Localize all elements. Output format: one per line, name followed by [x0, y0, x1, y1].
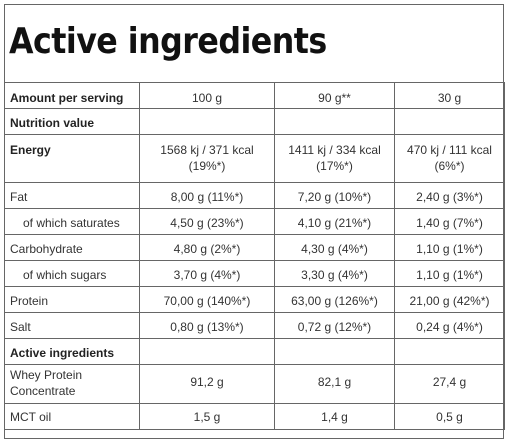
protein-value-30g: 21,00 g (42%*)	[394, 286, 505, 313]
table-row-section-nutrition: Nutrition value	[4, 108, 505, 135]
row-label-fat: Fat	[4, 182, 140, 209]
sugars-value-100g: 3,70 g (4%*)	[139, 260, 275, 287]
salt-value-90g: 0,72 g (12%*)	[274, 312, 395, 339]
carbohydrate-value-30g: 1,10 g (1%*)	[394, 234, 505, 261]
section-heading-nutrition: Nutrition value	[4, 108, 140, 135]
fat-value-30g: 2,40 g (3%*)	[394, 182, 505, 209]
mct-value-90g: 1,4 g	[274, 403, 395, 430]
saturates-value-90g: 4,10 g (21%*)	[274, 208, 395, 235]
table-row-whey: Whey Protein Concentrate 91,2 g 82,1 g 2…	[4, 364, 505, 404]
protein-value-100g: 70,00 g (140%*)	[139, 286, 275, 313]
row-label-protein: Protein	[4, 286, 140, 313]
table-row-energy: Energy 1568 kj / 371 kcal (19%*) 1411 kj…	[4, 134, 505, 183]
table-cell	[394, 338, 505, 365]
table-cell	[139, 108, 275, 135]
saturates-value-100g: 4,50 g (23%*)	[139, 208, 275, 235]
row-label-energy: Energy	[4, 134, 140, 183]
page-title: Active ingredients	[9, 21, 327, 62]
table-row-salt: Salt 0,80 g (13%*) 0,72 g (12%*) 0,24 g …	[4, 312, 505, 339]
fat-value-90g: 7,20 g (10%*)	[274, 182, 395, 209]
table-row-protein: Protein 70,00 g (140%*) 63,00 g (126%*) …	[4, 286, 505, 313]
header-col-90g: 90 g**	[274, 82, 395, 109]
salt-value-30g: 0,24 g (4%*)	[394, 312, 505, 339]
table-cell	[274, 338, 395, 365]
row-label-whey: Whey Protein Concentrate	[4, 364, 140, 404]
table-row-fat: Fat 8,00 g (11%*) 7,20 g (10%*) 2,40 g (…	[4, 182, 505, 209]
saturates-value-30g: 1,40 g (7%*)	[394, 208, 505, 235]
whey-value-90g: 82,1 g	[274, 364, 395, 404]
whey-value-30g: 27,4 g	[394, 364, 505, 404]
table-row-saturates: of which saturates 4,50 g (23%*) 4,10 g …	[4, 208, 505, 235]
section-heading-active: Active ingredients	[4, 338, 140, 365]
carbohydrate-value-100g: 4,80 g (2%*)	[139, 234, 275, 261]
protein-value-90g: 63,00 g (126%*)	[274, 286, 395, 313]
table-row-header: Amount per serving 100 g 90 g** 30 g	[4, 82, 505, 109]
table-row-carbohydrate: Carbohydrate 4,80 g (2%*) 4,30 g (4%*) 1…	[4, 234, 505, 261]
nutrition-table: Amount per serving 100 g 90 g** 30 g Nut…	[4, 82, 505, 430]
energy-value-30g: 470 kj / 111 kcal (6%*)	[394, 134, 505, 183]
row-label-sugars: of which sugars	[4, 260, 140, 287]
table-row-mct: MCT oil 1,5 g 1,4 g 0,5 g	[4, 403, 505, 430]
table-cell	[139, 338, 275, 365]
row-label-saturates: of which saturates	[4, 208, 140, 235]
table-cell	[274, 108, 395, 135]
nutrition-table-container: Amount per serving 100 g 90 g** 30 g Nut…	[4, 82, 505, 430]
salt-value-100g: 0,80 g (13%*)	[139, 312, 275, 339]
fat-value-100g: 8,00 g (11%*)	[139, 182, 275, 209]
row-label-mct: MCT oil	[4, 403, 140, 430]
carbohydrate-value-90g: 4,30 g (4%*)	[274, 234, 395, 261]
row-label-carbohydrate: Carbohydrate	[4, 234, 140, 261]
sugars-value-30g: 1,10 g (1%*)	[394, 260, 505, 287]
sugars-value-90g: 3,30 g (4%*)	[274, 260, 395, 287]
header-label: Amount per serving	[4, 82, 140, 109]
energy-value-100g: 1568 kj / 371 kcal (19%*)	[139, 134, 275, 183]
table-row-section-active: Active ingredients	[4, 338, 505, 365]
row-label-salt: Salt	[4, 312, 140, 339]
whey-value-100g: 91,2 g	[139, 364, 275, 404]
header-col-30g: 30 g	[394, 82, 505, 109]
table-cell	[394, 108, 505, 135]
energy-value-90g: 1411 kj / 334 kcal (17%*)	[274, 134, 395, 183]
mct-value-100g: 1,5 g	[139, 403, 275, 430]
mct-value-30g: 0,5 g	[394, 403, 505, 430]
header-col-100g: 100 g	[139, 82, 275, 109]
table-row-sugars: of which sugars 3,70 g (4%*) 3,30 g (4%*…	[4, 260, 505, 287]
